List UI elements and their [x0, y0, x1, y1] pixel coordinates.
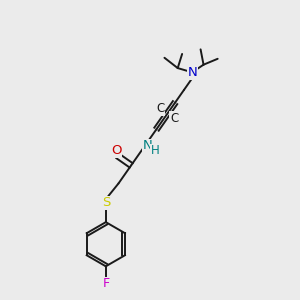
- Text: N: N: [188, 66, 198, 80]
- Text: C: C: [156, 102, 165, 115]
- Text: H: H: [151, 144, 159, 157]
- Text: N: N: [142, 139, 152, 152]
- Text: O: O: [111, 144, 122, 157]
- Text: F: F: [102, 278, 110, 290]
- Text: S: S: [102, 196, 110, 209]
- Text: C: C: [170, 112, 178, 125]
